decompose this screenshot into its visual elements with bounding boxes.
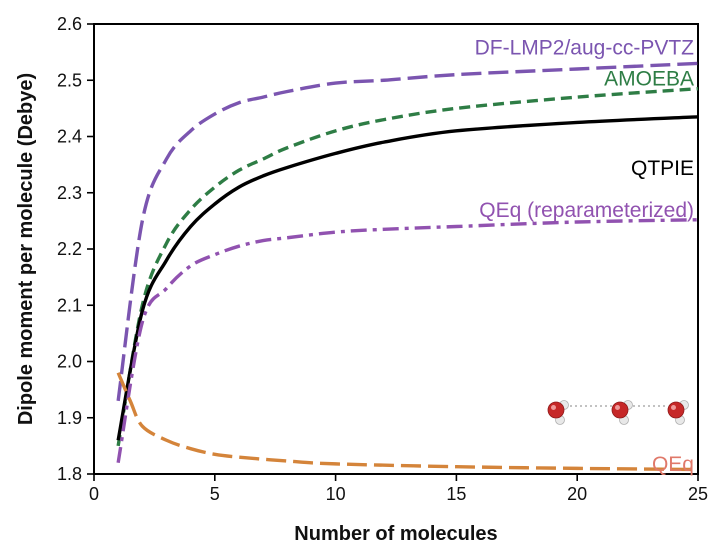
y-tick-label: 2.2 [57,239,82,259]
x-axis-label: Number of molecules [294,523,497,545]
y-tick-label: 2.6 [57,14,82,34]
y-tick-label: 2.3 [57,183,82,203]
oxygen-atom [611,401,629,419]
series-label-amoeba: AMOEBA [604,68,694,91]
water-molecule-icon [547,400,569,425]
water-molecule-icon [667,400,689,425]
y-tick-label: 2.5 [57,70,82,90]
x-tick-label: 5 [210,484,220,504]
series-label-qtpie: QTPIE [631,157,694,180]
oxygen-atom [667,401,685,419]
series-line-qeq [116,372,699,472]
series-line-qtpie [116,115,699,441]
oxygen-highlight [615,405,620,410]
x-tick-label: 10 [326,484,346,504]
series-label-df-lmp2-aug-cc-pvtz: DF-LMP2/aug-cc-PVTZ [475,37,695,60]
series-line-amoeba [116,86,699,447]
axes: 0 5 10 15 20 25 1.8 1.9 2.0 2.1 2.2 2.3 2.4 2.5 2.6 [57,14,708,504]
water-molecule-icon [611,400,633,425]
x-tick-label: 0 [89,484,99,504]
series-label-qeq: QEq [652,453,694,476]
water-trimer-inset [547,400,689,425]
series-labels: DF-LMP2/aug-cc-PVTZ AMOEBA QTPIE QEq (repar… [475,37,695,476]
series-label-qeq-reparameterized: QEq (reparameterized) [479,199,694,222]
oxygen-highlight [551,405,556,410]
x-tick-label: 20 [567,484,587,504]
y-axis-label: Dipole moment per molecule (Debye) [15,73,37,425]
series-line-qeq-reparameterized [116,218,699,464]
x-tick-label: 15 [446,484,466,504]
oxygen-atom [547,401,565,419]
series-line-df-lmp2-aug-cc-pvtz [116,61,699,402]
series-layer [116,61,699,472]
y-tick-label: 2.1 [57,295,82,315]
y-tick-label: 1.8 [57,464,82,484]
x-tick-label: 25 [688,484,708,504]
y-tick-label: 2.4 [57,127,82,147]
plot-frame [93,23,699,475]
y-tick-label: 2.0 [57,352,82,372]
oxygen-highlight [671,405,676,410]
y-tick-label: 1.9 [57,408,82,428]
